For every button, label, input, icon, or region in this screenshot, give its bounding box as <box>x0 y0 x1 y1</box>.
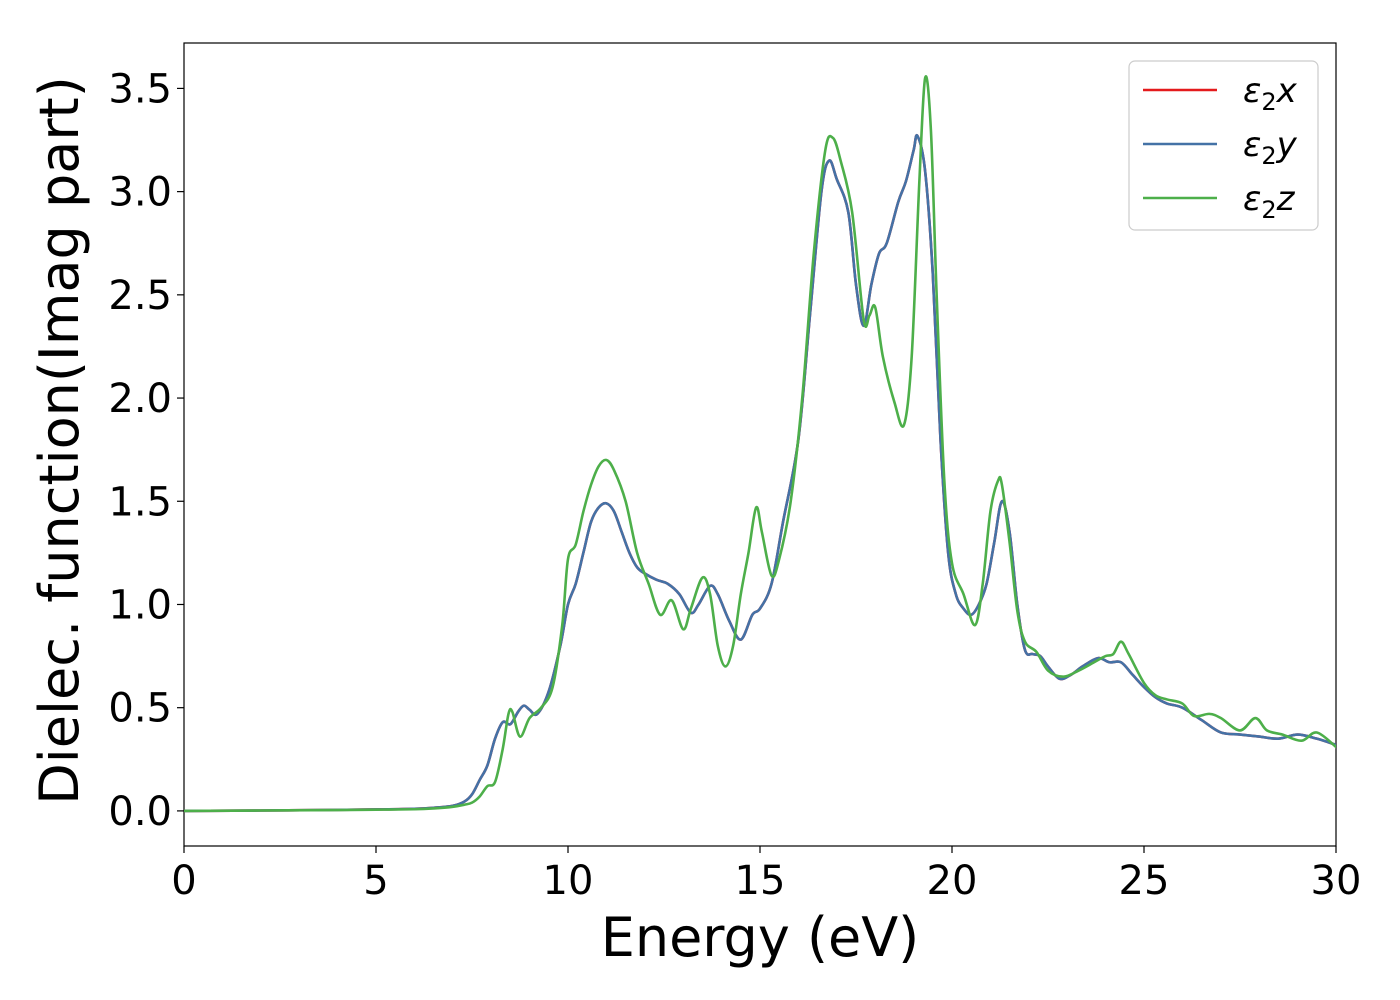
legend-label-z: ε2z <box>1243 179 1296 224</box>
legend-subscript: 2 <box>1261 88 1276 116</box>
y-tick-label: 0.0 <box>108 789 172 835</box>
legend-variable: x <box>1276 71 1298 111</box>
y-tick-label: 1.5 <box>108 479 172 525</box>
y-axis: 0.0 0.5 1.0 1.5 2.0 2.5 3.0 3.5 <box>108 66 184 835</box>
x-tick-label: 20 <box>927 858 978 904</box>
series-layer <box>184 75 1336 813</box>
x-axis-title: Energy (eV) <box>601 906 920 969</box>
x-axis: 0 5 10 15 20 25 30 <box>171 846 1361 904</box>
y-tick-label: 3.0 <box>108 170 172 216</box>
legend-subscript: 2 <box>1261 196 1276 224</box>
x-tick-label: 15 <box>735 858 786 904</box>
x-tick-label: 10 <box>543 858 594 904</box>
legend-variable: z <box>1276 179 1296 219</box>
x-tick-label: 5 <box>363 858 388 904</box>
x-tick-label: 30 <box>1311 858 1362 904</box>
y-tick-label: 0.5 <box>108 686 172 732</box>
legend-symbol: ε <box>1243 125 1261 165</box>
y-tick-label: 2.5 <box>108 273 172 319</box>
x-tick-label: 25 <box>1119 858 1170 904</box>
legend-label-y: ε2y <box>1243 125 1298 170</box>
y-tick-label: 2.0 <box>108 376 172 422</box>
y-axis-title: Dielec. function(Imag part) <box>28 76 91 805</box>
legend-symbol: ε <box>1243 179 1261 219</box>
series-line-x <box>184 133 1336 813</box>
series-line-y <box>184 133 1336 813</box>
y-tick-label: 1.0 <box>108 582 172 628</box>
x-tick-label: 0 <box>171 858 196 904</box>
series-line-z <box>184 75 1336 813</box>
legend-symbol: ε <box>1243 71 1261 111</box>
legend-box <box>1128 60 1319 231</box>
legend-label-x: ε2x <box>1243 71 1298 116</box>
y-tick-label: 3.5 <box>108 66 172 112</box>
legend-variable: y <box>1276 125 1298 165</box>
legend-subscript: 2 <box>1261 142 1276 170</box>
